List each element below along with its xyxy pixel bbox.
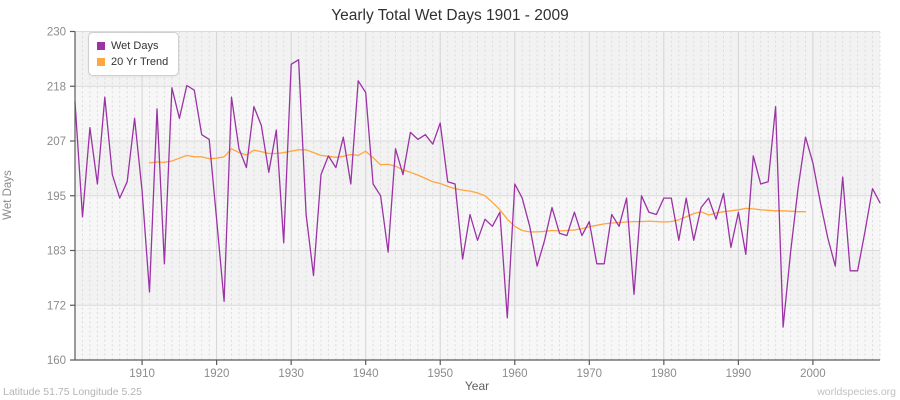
x-tick-label: 1980 — [651, 368, 677, 380]
plot-band — [75, 195, 880, 251]
x-tick-label: 2000 — [800, 368, 826, 380]
plot-band — [75, 250, 880, 306]
x-axis-label: Year — [464, 379, 490, 393]
x-tick-label: 1960 — [502, 368, 528, 380]
x-tick-label: 1940 — [353, 368, 379, 380]
trend-swatch-icon — [97, 58, 105, 66]
wet-days-line — [74, 59, 881, 328]
watermark: worldspecies.org — [817, 386, 896, 398]
x-tick-label: 1920 — [204, 368, 230, 380]
y-tick-label: 195 — [47, 191, 66, 203]
legend-label-wet-days: Wet Days — [111, 40, 159, 52]
y-axis-label: Wet Days — [2, 170, 14, 220]
x-tick-label: 1930 — [278, 368, 304, 380]
plot-band — [75, 31, 880, 87]
y-tick-label: 160 — [47, 355, 66, 367]
x-tick-label: 1990 — [726, 368, 752, 380]
legend-item-wet-days: Wet Days — [97, 38, 168, 54]
x-tick-label: 1910 — [129, 368, 155, 380]
y-tick-label: 183 — [47, 246, 66, 258]
coordinates-caption: Latitude 51.75 Longitude 5.25 — [3, 386, 142, 398]
y-tick-label: 230 — [47, 27, 66, 39]
legend-label-trend: 20 Yr Trend — [111, 56, 169, 68]
wet-days-swatch-icon — [97, 42, 105, 50]
x-tick-label: 1970 — [577, 368, 603, 380]
trend-line — [148, 148, 807, 233]
plot-band — [75, 86, 880, 141]
y-tick-label: 218 — [47, 81, 66, 93]
plot-band — [75, 141, 880, 196]
x-tick-label: 1950 — [427, 368, 453, 380]
legend-item-trend: 20 Yr Trend — [97, 54, 168, 70]
y-tick-label: 207 — [47, 136, 66, 148]
legend: Wet Days 20 Yr Trend — [88, 32, 180, 76]
y-tick-label: 172 — [47, 300, 66, 312]
chart-title: Yearly Total Wet Days 1901 - 2009 — [331, 7, 569, 24]
